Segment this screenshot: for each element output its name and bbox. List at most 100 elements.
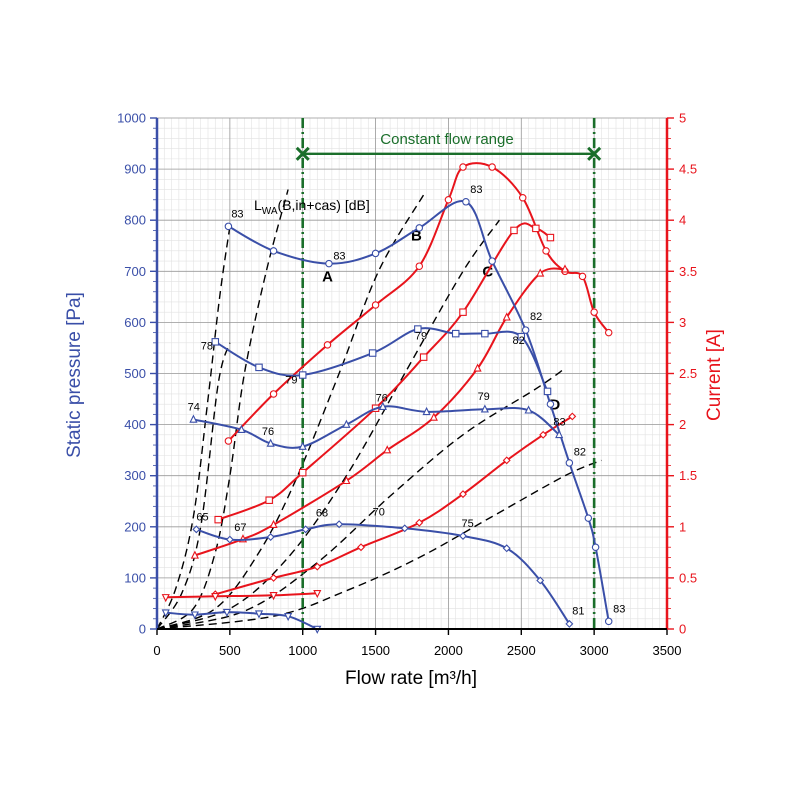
pressure-point [325,259,333,268]
pressure-point [521,326,530,334]
y-right-tick-label: 2.5 [679,366,697,381]
pressure-point [565,619,574,628]
sound-level-label: 83 [553,417,565,429]
lwa-label: LWA(B,in+cas) [dB] [254,197,370,217]
pressure-point [591,543,600,551]
current-point [269,519,278,529]
sound-level-label: 83 [613,604,625,616]
pressure-point [414,325,422,333]
system-curve-label: B [411,228,422,245]
system-curve [156,226,231,630]
current-line [165,592,318,599]
pressure-point [543,387,552,396]
current-point [313,562,322,571]
sound-level-label: 82 [513,335,525,347]
current-point [265,496,273,504]
pressure-point [301,525,310,534]
current-point [161,594,170,603]
pressure-point [211,338,220,346]
y-left-tick-label: 900 [124,162,146,177]
current-point [473,363,482,372]
current-point [510,226,518,235]
pressure-point [342,419,351,428]
current-point [459,163,467,171]
sound-level-label: 65 [196,512,208,524]
current-point [590,308,598,316]
sound-level-label: 68 [316,508,328,520]
pressure-point [378,401,387,410]
current-point [323,341,332,349]
current-point [560,264,570,273]
lwa-label-sub: WA [262,206,278,217]
y-left-tick-label: 800 [124,213,146,228]
pressure-point [190,611,199,620]
y-right-tick-label: 0 [679,622,686,637]
sound-level-label: 79 [415,330,427,342]
pressure-point [189,414,198,423]
sound-level-label: 82 [530,311,542,323]
current-point [269,592,278,601]
axes: 0 500 1000 1500 2000 2500 3000 3500010020030040… [117,111,697,659]
sound-level-label: 76 [262,426,274,438]
current-point [224,437,233,445]
x-tick-label: 500 [219,643,241,658]
y-left-axis-title: Static pressure [Pa] [64,292,85,458]
pressure-point [481,329,489,338]
current-point [211,593,220,602]
pressure-point [224,222,233,231]
x-tick-label: 1500 [361,643,390,658]
current-point [502,456,511,465]
y-right-tick-label: 4 [679,213,686,228]
annotations: 83 83 83 82 82 79 79 78 76 79 83 74 76 82 65 67 68 70 75 81… [188,184,626,618]
current-point [536,268,545,277]
pressure-point [584,514,593,522]
pressure-point [222,608,232,618]
pressure-point [422,406,431,416]
current-point [269,390,278,398]
pressure-point [459,532,467,540]
current-point [568,412,577,421]
current-point [604,328,613,337]
pressure-point [192,525,201,534]
current-point [444,196,453,204]
pressure-point [502,544,511,553]
pressure-point [524,405,533,414]
x-tick-label: 3000 [580,643,609,658]
current-point [539,430,548,439]
system-curve [156,367,566,630]
sound-level-label: 82 [574,446,586,458]
pressure-point [266,533,275,541]
y-left-tick-label: 700 [124,264,146,279]
current-point [546,233,555,242]
y-left-tick-label: 1000 [117,111,146,126]
system-curve-label: D [549,396,560,413]
range-end-mark [587,146,602,161]
pressure-point [371,249,380,258]
pressure-point [161,609,170,618]
pressure-point [298,441,307,450]
current-point [578,272,587,281]
pressure-line [195,523,571,625]
pressure-point [400,524,409,533]
lwa-label-main: L [254,197,262,213]
current-point [415,262,424,270]
pressure-point [237,424,246,433]
current-point [371,301,380,309]
x-tick-label: 3500 [653,643,682,658]
current-point [357,543,365,552]
system-curve [156,189,289,630]
pressure-point [565,459,574,467]
pressure-point [604,617,613,626]
y-right-tick-label: 3 [679,315,686,330]
y-right-tick-label: 2 [679,417,686,432]
pressure-point [415,224,424,232]
system-curve [156,459,602,630]
range-end-mark [295,146,310,161]
current-point [190,550,199,559]
sound-level-label: 83 [333,251,345,263]
y-left-tick-label: 200 [124,519,146,534]
current-point [502,312,511,321]
current-point [459,308,467,316]
pressure-point [284,612,293,622]
